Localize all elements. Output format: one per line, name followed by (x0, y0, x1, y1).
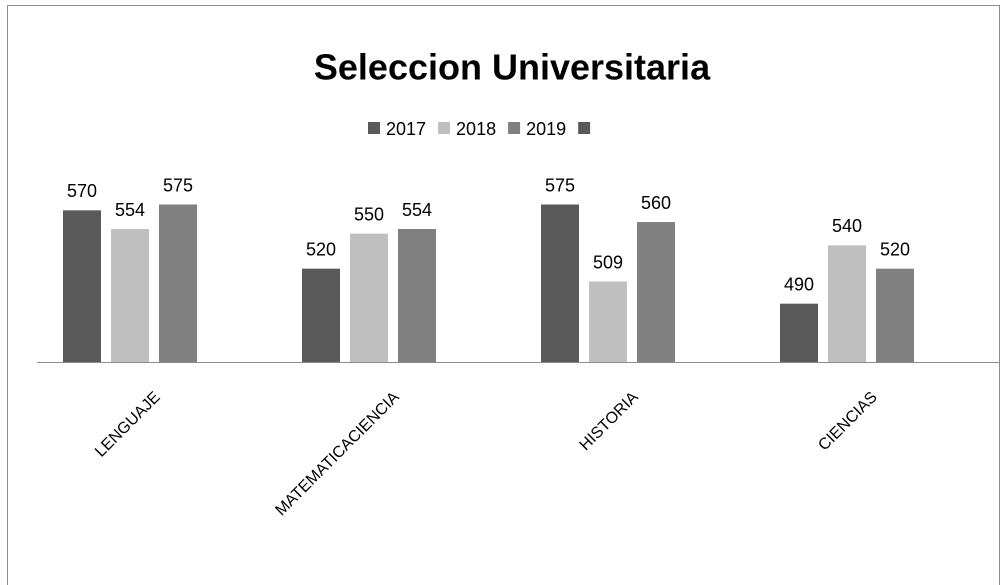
legend-label: 2017 (386, 119, 426, 139)
data-label: 490 (784, 274, 814, 294)
legend-swatch (578, 122, 591, 134)
data-label: 575 (545, 175, 575, 195)
data-label: 570 (67, 181, 97, 201)
data-label: 520 (306, 239, 336, 259)
bar (63, 210, 101, 362)
bar (780, 303, 818, 362)
data-label: 540 (832, 216, 862, 236)
bar (302, 268, 340, 362)
data-label: 554 (115, 200, 145, 220)
data-label: 560 (641, 193, 671, 213)
bar (876, 268, 914, 362)
bar (589, 281, 627, 362)
data-label: 520 (880, 239, 910, 259)
legend-label: 2018 (456, 119, 496, 139)
bar (398, 229, 436, 362)
bar (159, 204, 197, 362)
bar (111, 229, 149, 362)
bar (828, 245, 866, 362)
data-label: 554 (402, 200, 432, 220)
data-label: 509 (593, 252, 623, 272)
chart-title: Seleccion Universitaria (314, 47, 711, 88)
legend-label: 2019 (526, 119, 566, 139)
legend-swatch (508, 122, 521, 134)
bar (637, 222, 675, 362)
bar (350, 233, 388, 362)
legend-swatch (438, 122, 451, 134)
data-label: 550 (354, 204, 384, 224)
data-label: 575 (163, 175, 193, 195)
bar (541, 204, 579, 362)
legend-swatch (368, 122, 380, 134)
